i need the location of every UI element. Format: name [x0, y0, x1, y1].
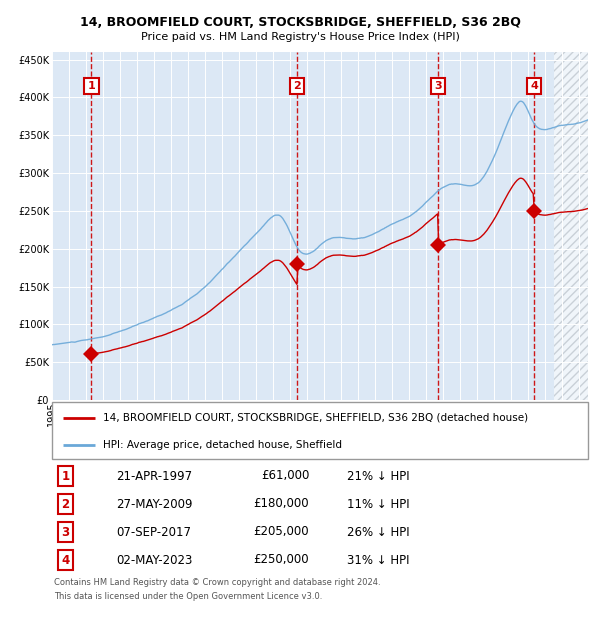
Text: Contains HM Land Registry data © Crown copyright and database right 2024.: Contains HM Land Registry data © Crown c… — [54, 578, 380, 587]
Text: 27-MAY-2009: 27-MAY-2009 — [116, 497, 193, 510]
Text: Price paid vs. HM Land Registry's House Price Index (HPI): Price paid vs. HM Land Registry's House … — [140, 32, 460, 42]
Text: £61,000: £61,000 — [261, 469, 309, 482]
Text: 07-SEP-2017: 07-SEP-2017 — [116, 526, 191, 539]
Text: 4: 4 — [61, 554, 70, 567]
Text: 2: 2 — [293, 81, 301, 91]
Text: 2: 2 — [61, 497, 70, 510]
Polygon shape — [554, 52, 588, 400]
Text: £205,000: £205,000 — [254, 526, 309, 539]
Text: £180,000: £180,000 — [254, 497, 309, 510]
Text: 11% ↓ HPI: 11% ↓ HPI — [347, 497, 409, 510]
Text: £250,000: £250,000 — [254, 554, 309, 567]
Text: 14, BROOMFIELD COURT, STOCKSBRIDGE, SHEFFIELD, S36 2BQ: 14, BROOMFIELD COURT, STOCKSBRIDGE, SHEF… — [80, 16, 520, 29]
Text: 21% ↓ HPI: 21% ↓ HPI — [347, 469, 409, 482]
Text: 02-MAY-2023: 02-MAY-2023 — [116, 554, 193, 567]
Text: 31% ↓ HPI: 31% ↓ HPI — [347, 554, 409, 567]
Text: 26% ↓ HPI: 26% ↓ HPI — [347, 526, 409, 539]
Text: 21-APR-1997: 21-APR-1997 — [116, 469, 193, 482]
Text: 14, BROOMFIELD COURT, STOCKSBRIDGE, SHEFFIELD, S36 2BQ (detached house): 14, BROOMFIELD COURT, STOCKSBRIDGE, SHEF… — [103, 413, 528, 423]
Text: This data is licensed under the Open Government Licence v3.0.: This data is licensed under the Open Gov… — [54, 592, 322, 601]
Text: 4: 4 — [530, 81, 538, 91]
Text: 1: 1 — [88, 81, 95, 91]
Text: 3: 3 — [61, 526, 70, 539]
FancyBboxPatch shape — [52, 402, 588, 459]
Text: 1: 1 — [61, 469, 70, 482]
Text: HPI: Average price, detached house, Sheffield: HPI: Average price, detached house, Shef… — [103, 440, 342, 450]
Text: 3: 3 — [434, 81, 442, 91]
